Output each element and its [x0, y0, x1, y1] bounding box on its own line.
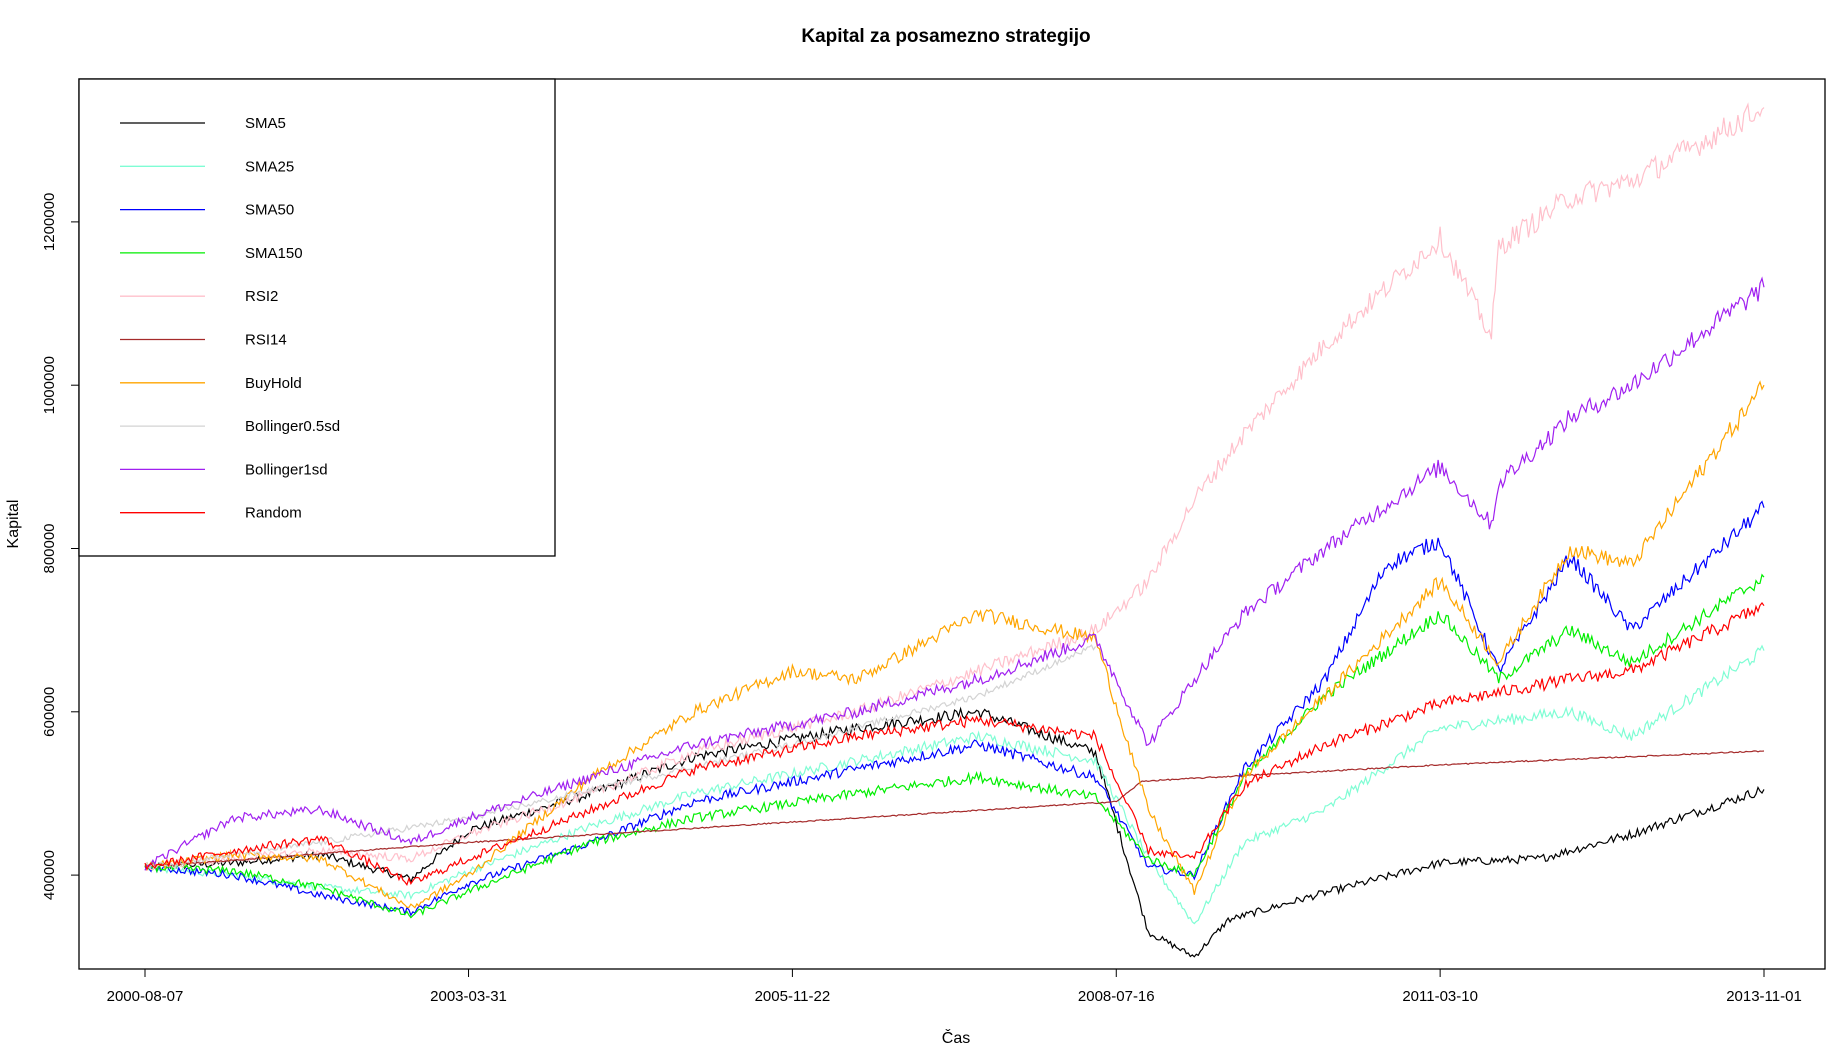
x-tick-label: 2013-11-01 [1726, 988, 1802, 1005]
series-line-rsi2 [144, 102, 1765, 871]
legend-label: SMA5 [245, 115, 286, 132]
y-tick-label: 400000 [41, 850, 58, 900]
x-axis-label: Čas [942, 1028, 970, 1047]
legend-box [78, 78, 556, 557]
x-tick-label: 2005-11-22 [755, 988, 831, 1005]
series-line-bollinger1sd [144, 276, 1765, 871]
series-line-bollinger0-5sd [144, 644, 1097, 871]
legend-label: RSI14 [245, 332, 287, 349]
legend-label: Bollinger1sd [245, 461, 328, 478]
series-line-random [144, 602, 1765, 886]
legend-label: Bollinger0.5sd [245, 418, 340, 435]
x-tick-label: 2000-08-07 [107, 988, 184, 1005]
x-tick-label: 2008-07-16 [1078, 988, 1155, 1005]
y-tick-label: 600000 [41, 687, 58, 737]
legend-label: SMA50 [245, 202, 294, 219]
y-tick-label: 800000 [41, 523, 58, 573]
legend-label: Random [245, 505, 302, 522]
series-line-sma50 [144, 500, 1765, 917]
series-line-sma5 [144, 706, 1765, 958]
x-tick-label: 2011-03-10 [1402, 988, 1478, 1005]
y-axis-label: Kapital [5, 500, 22, 549]
legend: SMA5 SMA25 SMA50 SMA150 RSI2 RSI14 BuyHold Boll… [78, 78, 556, 557]
plot-lines [144, 102, 1765, 958]
legend-label: SMA25 [245, 158, 294, 175]
legend-label: BuyHold [245, 375, 302, 392]
series-line-sma25 [144, 644, 1765, 925]
y-tick-label: 1200000 [41, 193, 58, 251]
legend-label: SMA150 [245, 245, 303, 262]
chart-title: Kapital za posamezno strategijo [801, 26, 1090, 47]
series-line-rsi14 [144, 750, 1765, 869]
series-line-buyhold [144, 380, 1765, 909]
y-axis: 400000 600000 800000 1000000 1200000 [41, 193, 80, 900]
x-axis: 2000-08-07 2003-03-31 2005-11-22 2008-07-16… [107, 968, 1802, 1005]
y-tick-label: 1000000 [41, 356, 58, 414]
x-tick-label: 2003-03-31 [430, 988, 507, 1005]
legend-label: RSI2 [245, 288, 278, 305]
series-line-sma150 [144, 573, 1765, 919]
